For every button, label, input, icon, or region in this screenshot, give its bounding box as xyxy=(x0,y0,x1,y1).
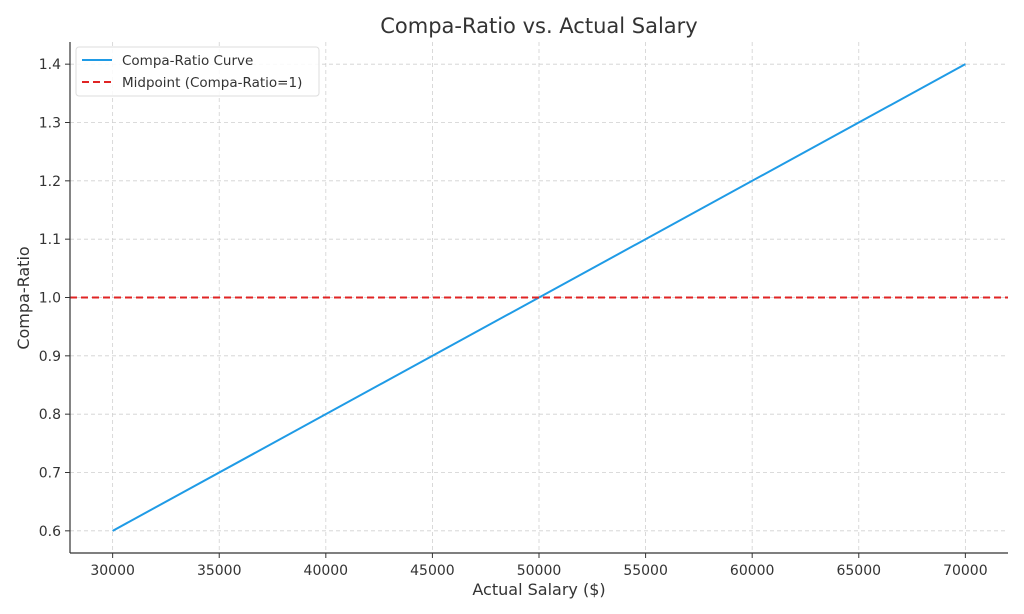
y-tick-label: 1.3 xyxy=(39,116,61,132)
legend-label-midpoint: Midpoint (Compa-Ratio=1) xyxy=(122,75,302,91)
y-tick-label: 1.1 xyxy=(39,232,61,248)
y-tick-label: 0.7 xyxy=(39,466,61,482)
legend: Compa-Ratio Curve Midpoint (Compa-Ratio=… xyxy=(75,46,320,97)
x-tick-label: 70000 xyxy=(943,563,988,579)
x-tick-label: 40000 xyxy=(304,563,349,579)
x-axis-label: Actual Salary ($) xyxy=(472,580,605,599)
y-tick-label: 0.9 xyxy=(39,349,61,365)
x-tick-label: 50000 xyxy=(517,563,562,579)
y-axis-label: Compa-Ratio xyxy=(14,246,33,349)
chart-title: Compa-Ratio vs. Actual Salary xyxy=(380,14,697,38)
y-tick-label: 1.0 xyxy=(39,291,61,307)
axes: 30000 35000 40000 45000 50000 55000 60000 65000… xyxy=(39,42,1008,579)
x-tick-label: 55000 xyxy=(623,563,668,579)
x-tick-label: 35000 xyxy=(197,563,242,579)
y-tick-label: 1.2 xyxy=(39,174,61,190)
x-tick-label: 45000 xyxy=(410,563,455,579)
y-tick-label: 0.8 xyxy=(39,407,61,423)
x-tick-label: 30000 xyxy=(90,563,135,579)
legend-box xyxy=(75,46,320,97)
y-tick-label: 1.4 xyxy=(39,57,61,73)
x-tick-label: 60000 xyxy=(730,563,775,579)
legend-label-curve: Compa-Ratio Curve xyxy=(122,53,253,69)
series-layer xyxy=(70,63,1008,532)
x-tick-label: 65000 xyxy=(836,563,881,579)
y-tick-label: 0.6 xyxy=(39,524,61,540)
